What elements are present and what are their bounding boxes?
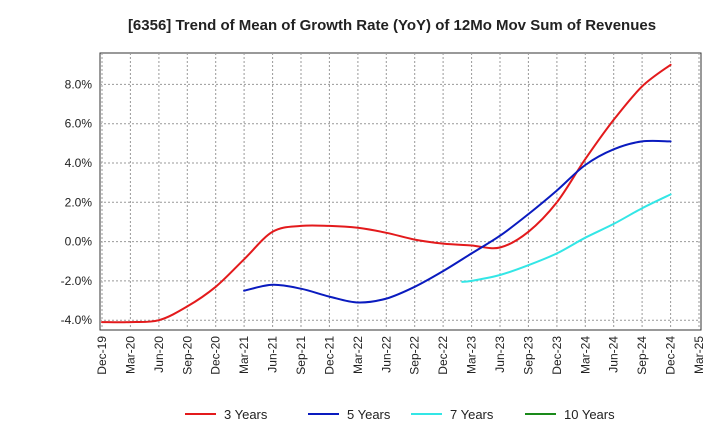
chart-title: [6356] Trend of Mean of Growth Rate (YoY… <box>128 17 656 34</box>
x-tick-label: Sep-24 <box>635 336 649 375</box>
x-tick-label: Sep-22 <box>408 336 422 375</box>
legend-item-7-years: 7 Years <box>411 407 494 422</box>
legend: 3 Years 5 Years 7 Years 10 Years <box>185 407 615 422</box>
x-tick-label: Mar-24 <box>578 336 592 374</box>
x-tick-label: Dec-22 <box>436 336 450 375</box>
legend-label: 10 Years <box>564 407 615 422</box>
y-tick-label: 8.0% <box>65 77 93 91</box>
legend-label: 5 Years <box>347 407 391 422</box>
x-tick-label: Mar-22 <box>351 336 365 374</box>
x-tick-label: Jun-21 <box>266 336 280 373</box>
y-tick-label: 6.0% <box>65 117 93 131</box>
grid-lines <box>100 53 701 330</box>
x-tick-label: Mar-20 <box>123 336 137 374</box>
x-tick-label: Mar-21 <box>237 336 251 374</box>
legend-item-3-years: 3 Years <box>185 407 268 422</box>
x-tick-label: Sep-21 <box>294 336 308 375</box>
legend-label: 7 Years <box>450 407 494 422</box>
x-tick-label: Mar-23 <box>465 336 479 374</box>
series-layer <box>101 63 672 324</box>
y-tick-label: 2.0% <box>65 195 93 209</box>
x-tick-label: Dec-23 <box>550 336 564 375</box>
x-tick-label: Jun-24 <box>607 336 621 373</box>
y-tick-label: -4.0% <box>61 313 93 327</box>
series-line-7-years <box>461 193 672 283</box>
x-tick-label: Dec-20 <box>209 336 223 375</box>
legend-item-10-years: 10 Years <box>525 407 615 422</box>
x-tick-label: Dec-21 <box>322 336 336 375</box>
x-axis: Dec-19 Mar-20 Jun-20 Sep-20 Dec-20 Mar-21 Jun-… <box>95 336 706 375</box>
legend-label: 3 Years <box>224 407 268 422</box>
plot-area <box>99 52 702 331</box>
x-tick-label: Dec-19 <box>95 336 109 375</box>
series-line-5-years <box>243 139 672 304</box>
y-tick-label: 4.0% <box>65 156 93 170</box>
x-tick-label: Jun-23 <box>493 336 507 373</box>
y-tick-label: 0.0% <box>65 235 93 249</box>
x-tick-label: Sep-20 <box>180 336 194 375</box>
x-tick-label: Jun-22 <box>379 336 393 373</box>
x-tick-label: Dec-24 <box>664 336 678 375</box>
x-tick-label: Jun-20 <box>152 336 166 373</box>
y-axis: -4.0% -2.0% 0.0% 2.0% 4.0% 6.0% 8.0% <box>61 77 93 327</box>
legend-item-5-years: 5 Years <box>308 407 391 422</box>
x-tick-label: Mar-25 <box>692 336 706 374</box>
x-tick-label: Sep-23 <box>521 336 535 375</box>
y-tick-label: -2.0% <box>61 274 93 288</box>
